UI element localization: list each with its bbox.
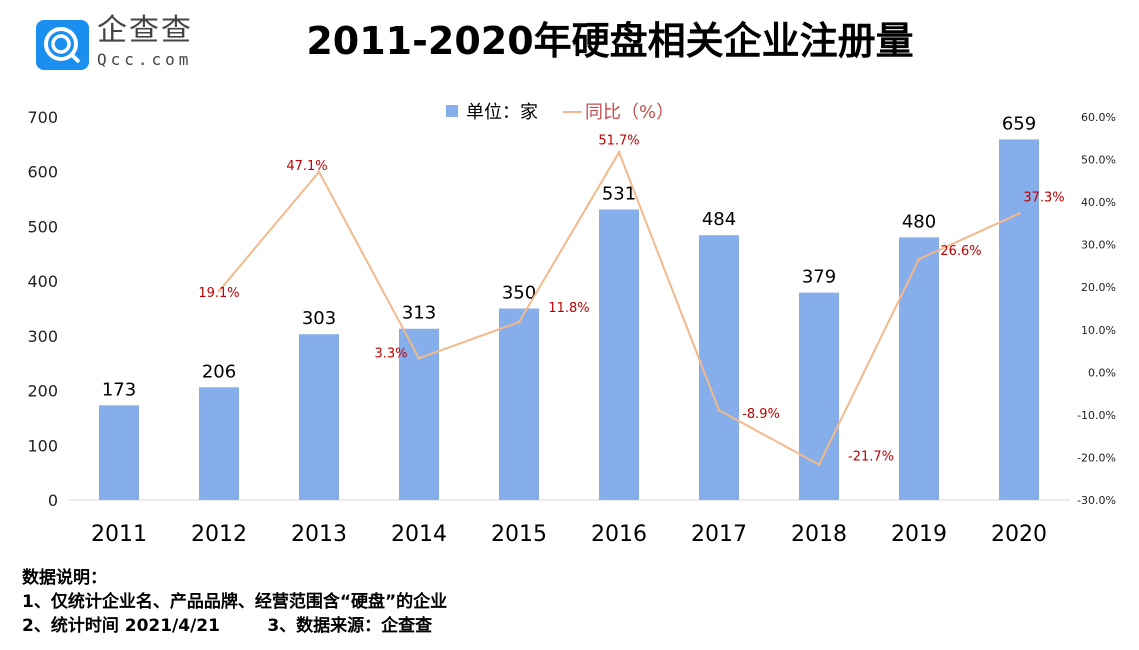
- left-axis-tick: 500: [27, 217, 58, 236]
- bar-2020: [999, 139, 1039, 500]
- bar-2016: [599, 209, 639, 500]
- bar-value-label: 379: [802, 267, 836, 288]
- right-axis-tick: 20.0%: [1081, 281, 1116, 294]
- yoy-data-label: 11.8%: [548, 301, 589, 316]
- x-axis-tick: 2015: [491, 522, 547, 547]
- left-axis-tick: 400: [27, 272, 58, 291]
- bar-value-label: 303: [302, 308, 336, 329]
- x-axis-tick: 2016: [591, 522, 647, 547]
- x-axis-tick: 2012: [191, 522, 247, 547]
- x-axis-tick: 2014: [391, 522, 447, 547]
- bar-value-label: 484: [702, 209, 736, 230]
- bar-2018: [799, 292, 839, 500]
- bar-2012: [199, 387, 239, 500]
- left-axis-tick: 0: [48, 491, 58, 510]
- left-axis-tick: 700: [27, 108, 58, 127]
- right-axis-tick: -20.0%: [1077, 451, 1116, 464]
- bar-value-label: 206: [202, 361, 236, 382]
- yoy-data-label: -21.7%: [848, 450, 894, 465]
- right-axis-tick: 10.0%: [1081, 324, 1116, 337]
- right-axis-tick: 50.0%: [1081, 154, 1116, 167]
- bar-value-label: 531: [602, 183, 636, 204]
- bar-value-label: 173: [102, 379, 136, 400]
- bar-2015: [499, 308, 539, 500]
- yoy-point-2019: [917, 257, 921, 261]
- right-axis-tick: 0.0%: [1088, 366, 1116, 379]
- x-axis-tick: 2013: [291, 522, 347, 547]
- legend-line-label: 同比（%）: [585, 102, 674, 123]
- yoy-data-label: 3.3%: [374, 346, 407, 361]
- x-axis-tick: 2017: [691, 522, 747, 547]
- left-axis-tick: 200: [27, 382, 58, 401]
- notes-line-2: 2、统计时间 2021/4/21 3、数据来源：企查查: [22, 616, 433, 636]
- data-notes: 数据说明： 1、仅统计企业名、产品品牌、经营范围含“硬盘”的企业 2、统计时间 …: [22, 566, 447, 638]
- bar-value-label: 350: [502, 283, 536, 304]
- right-axis-tick: 60.0%: [1081, 111, 1116, 124]
- chart-area: 单位：家 同比（%） 0 100 200 300 400 500 600 700 -30.0% -…: [27, 102, 1116, 547]
- bar-value-label: 313: [402, 303, 436, 324]
- x-axis-tick: 2020: [991, 522, 1047, 547]
- yoy-point-2017: [717, 408, 721, 412]
- bar-2019: [899, 237, 939, 500]
- bar-value-label: 659: [1002, 113, 1036, 134]
- yoy-point-2013: [317, 170, 321, 174]
- right-axis-tick: -10.0%: [1077, 409, 1116, 422]
- yoy-data-label: 47.1%: [286, 159, 327, 174]
- bar-value-label: 480: [902, 211, 936, 232]
- yoy-data-label: 51.7%: [598, 133, 639, 148]
- chart-title: 2011-2020年硬盘相关企业注册量: [306, 19, 914, 63]
- left-axis-tick: 600: [27, 163, 58, 182]
- yoy-data-label: -8.9%: [742, 407, 780, 422]
- legend: 单位：家 同比（%）: [446, 102, 674, 123]
- yoy-point-2014: [417, 356, 421, 360]
- yoy-data-label: 37.3%: [1023, 191, 1064, 206]
- yoy-data-label: 19.1%: [198, 286, 239, 301]
- yoy-point-2015: [517, 320, 521, 324]
- yoy-point-2020: [1017, 212, 1021, 216]
- right-axis-tick: 40.0%: [1081, 196, 1116, 209]
- yoy-point-2016: [617, 150, 621, 154]
- legend-bar-label: 单位：家: [466, 102, 538, 123]
- bar-2011: [99, 405, 139, 500]
- logo-subtext: Qcc.com: [97, 50, 193, 69]
- x-axis-tick: 2011: [91, 522, 147, 547]
- x-axis-tick: 2019: [891, 522, 947, 547]
- yoy-point-2018: [817, 463, 821, 467]
- qcc-logo-icon: [36, 20, 89, 70]
- notes-heading: 数据说明：: [22, 568, 107, 588]
- logo-text: 企查查: [97, 13, 193, 48]
- bar-2017: [699, 235, 739, 500]
- bar-2013: [299, 334, 339, 500]
- left-axis-tick: 300: [27, 327, 58, 346]
- left-axis-tick: 100: [27, 436, 58, 455]
- notes-line-1: 1、仅统计企业名、产品品牌、经营范围含“硬盘”的企业: [22, 592, 448, 612]
- legend-bar-swatch: [446, 105, 458, 117]
- yoy-data-label: 26.6%: [940, 244, 981, 259]
- right-axis-tick: 30.0%: [1081, 239, 1116, 252]
- right-axis-tick: -30.0%: [1077, 494, 1116, 507]
- yoy-point-2012: [217, 289, 221, 293]
- x-axis-tick: 2018: [791, 522, 847, 547]
